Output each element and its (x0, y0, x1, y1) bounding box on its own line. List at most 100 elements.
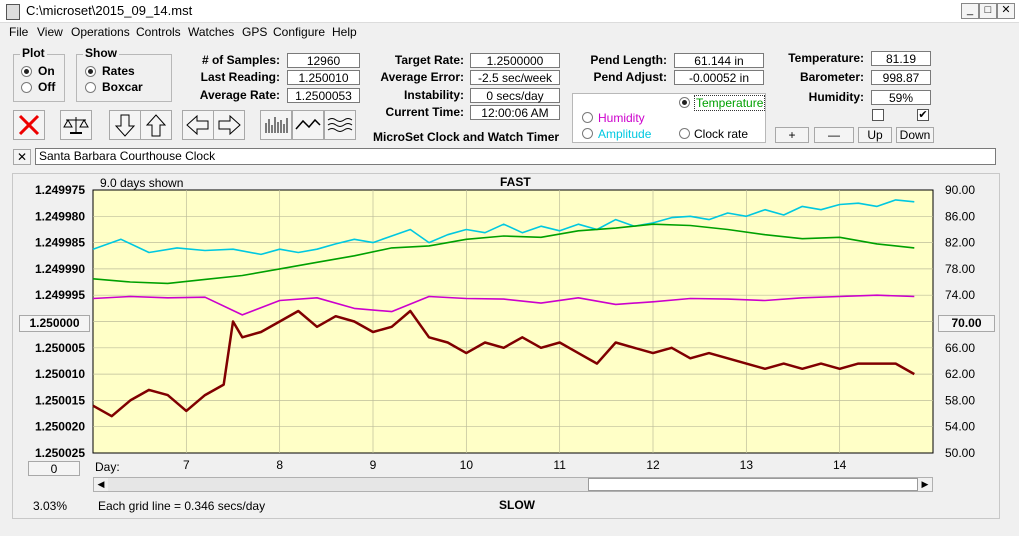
scroll-left-arrow-icon[interactable]: ◀ (94, 478, 108, 491)
clock-name-field[interactable]: Santa Barbara Courthouse Clock (35, 148, 996, 165)
amplitude-option[interactable]: Amplitude (598, 127, 652, 141)
scroll-right-button[interactable] (213, 110, 245, 140)
plot-off-label: Off (38, 80, 56, 94)
show-boxcar-radio[interactable] (85, 82, 96, 93)
checkbox-2[interactable]: ✔ (917, 109, 929, 121)
bar-plot-button[interactable] (260, 110, 292, 140)
show-rates-radio[interactable] (85, 66, 96, 77)
humidity-option[interactable]: Humidity (598, 111, 645, 125)
plot-group-title: Plot (20, 46, 47, 60)
down-button[interactable]: Down (896, 127, 934, 143)
day-label: Day: (95, 460, 120, 474)
show-group (76, 54, 172, 102)
wave-plot-button[interactable] (324, 110, 356, 140)
menu-gps[interactable]: GPS (242, 25, 268, 39)
menu-operations[interactable]: Operations (71, 25, 130, 39)
barometer-field: 998.87 (871, 70, 931, 85)
y-left-tick-label: 1.250010 (35, 367, 85, 381)
y-right-tick-label: 86.00 (945, 209, 975, 223)
line-graph-icon (295, 118, 321, 130)
menu-configure[interactable]: Configure (273, 25, 326, 39)
line-plot-button[interactable] (292, 110, 324, 140)
y-left-tick-label: 1.250025 (35, 446, 85, 460)
target-rate-field[interactable]: 1.2500000 (470, 53, 560, 68)
up-button[interactable]: Up (858, 127, 892, 143)
humidity-field: 59% (871, 90, 931, 105)
humidity-radio[interactable] (582, 112, 593, 123)
x-tick-label: 10 (460, 458, 474, 472)
amplitude-radio[interactable] (582, 128, 593, 139)
x-tick-label: 7 (183, 458, 190, 472)
bottom-left-button[interactable]: 0 (28, 461, 80, 476)
y-right-tick-label: 58.00 (945, 393, 975, 407)
window-title: C:\microset\2015_09_14.mst (26, 3, 193, 18)
minimize-button[interactable]: _ (961, 3, 979, 19)
scrollbar-thumb[interactable] (588, 478, 918, 491)
y-left-tick-label: 1.249985 (35, 236, 85, 250)
grid-note: Each grid line = 0.346 secs/day (98, 499, 266, 513)
y-right-tick-label: 66.00 (945, 341, 975, 355)
y-left-tick-label: 1.249975 (35, 183, 85, 197)
balance-button[interactable] (60, 110, 92, 140)
y-left-tick-label: 1.249980 (35, 209, 85, 223)
plot-off-radio[interactable] (21, 82, 32, 93)
plot-on-label: On (38, 64, 55, 78)
x-tick-label: 12 (646, 458, 660, 472)
temperature-option[interactable]: Temperature (694, 95, 766, 111)
plus-button[interactable]: + (775, 127, 809, 143)
samples-field: 12960 (287, 53, 360, 68)
y-right-tick-label: 50.00 (945, 446, 975, 460)
red-x-icon (18, 114, 40, 136)
last-reading-label: Last Reading: (200, 70, 280, 84)
title-bar (0, 0, 1019, 23)
menu-controls[interactable]: Controls (136, 25, 181, 39)
wave-lines-icon (327, 118, 353, 132)
show-rates-label: Rates (102, 64, 135, 78)
scroll-left-button[interactable] (182, 110, 214, 140)
average-rate-field: 1.2500053 (287, 88, 360, 103)
target-rate-label: Target Rate: (394, 53, 464, 67)
temperature-label: Temperature: (788, 51, 864, 65)
y-right-tick-label: 90.00 (945, 183, 975, 197)
minus-button[interactable]: — (814, 127, 854, 143)
left-center-button[interactable]: 1.250000 (19, 315, 90, 332)
series-amplitude (92, 199, 915, 256)
samples-label: # of Samples: (201, 53, 280, 67)
clock-rate-radio[interactable] (679, 128, 690, 139)
y-left-tick-label: 1.249990 (35, 262, 85, 276)
pend-length-field[interactable]: 61.144 in (674, 53, 764, 68)
menu-watches[interactable]: Watches (188, 25, 235, 39)
series-humidity (92, 294, 915, 316)
instability-label: Instability: (403, 88, 464, 102)
menu-help[interactable]: Help (332, 25, 357, 39)
maximize-button[interactable]: □ (979, 3, 997, 19)
scroll-down-button[interactable] (109, 110, 141, 140)
scroll-up-button[interactable] (140, 110, 172, 140)
clock-rate-option[interactable]: Clock rate (694, 127, 749, 141)
temperature-radio[interactable] (679, 97, 690, 108)
temperature-field: 81.19 (871, 51, 931, 66)
close-button[interactable]: ✕ (997, 3, 1015, 19)
menu-file[interactable]: File (9, 25, 29, 39)
arrow-right-icon (218, 114, 241, 136)
balance-scale-icon (63, 117, 89, 134)
instability-field: 0 secs/day (470, 88, 560, 103)
menu-view[interactable]: View (37, 25, 63, 39)
y-left-tick-label: 1.249995 (35, 288, 85, 302)
x-tick-label: 14 (833, 458, 847, 472)
app-caption: MicroSet Clock and Watch Timer (373, 130, 560, 144)
right-center-button[interactable]: 70.00 (938, 315, 995, 332)
humidity-label: Humidity: (808, 90, 864, 104)
scroll-right-arrow-icon[interactable]: ▶ (918, 478, 932, 491)
y-right-tick-label: 74.00 (945, 288, 975, 302)
pend-adjust-label: Pend Adjust: (593, 70, 667, 84)
stop-button[interactable] (13, 110, 45, 140)
average-error-field: -2.5 sec/week (470, 70, 560, 85)
checkbox-1[interactable] (872, 109, 884, 121)
plot-on-radio[interactable] (21, 66, 32, 77)
show-boxcar-label: Boxcar (102, 80, 143, 94)
y-left-tick-label: 1.250005 (35, 341, 85, 355)
barometer-label: Barometer: (799, 70, 864, 84)
clock-name-close-button[interactable]: ✕ (13, 149, 31, 165)
bar-graph-icon (265, 117, 288, 133)
